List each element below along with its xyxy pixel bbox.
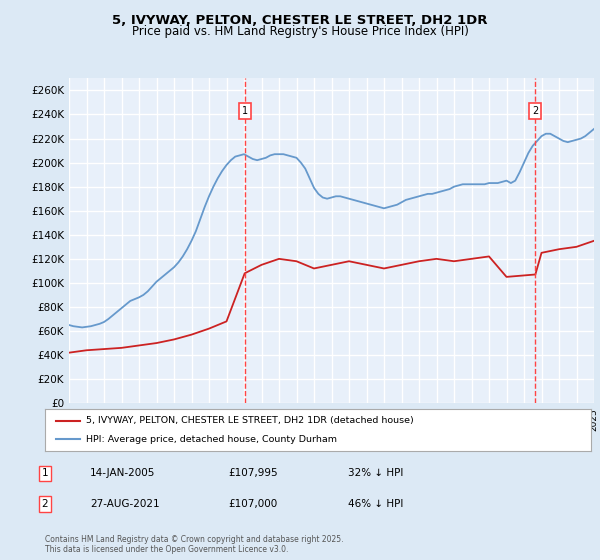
Text: 14-JAN-2005: 14-JAN-2005 [90, 468, 155, 478]
Text: 1: 1 [242, 106, 248, 116]
Text: 32% ↓ HPI: 32% ↓ HPI [348, 468, 403, 478]
Text: 1: 1 [41, 468, 49, 478]
Text: 5, IVYWAY, PELTON, CHESTER LE STREET, DH2 1DR (detached house): 5, IVYWAY, PELTON, CHESTER LE STREET, DH… [86, 416, 414, 425]
Text: 5, IVYWAY, PELTON, CHESTER LE STREET, DH2 1DR: 5, IVYWAY, PELTON, CHESTER LE STREET, DH… [112, 14, 488, 27]
Text: HPI: Average price, detached house, County Durham: HPI: Average price, detached house, Coun… [86, 435, 337, 444]
Text: Price paid vs. HM Land Registry's House Price Index (HPI): Price paid vs. HM Land Registry's House … [131, 25, 469, 38]
Text: 2: 2 [41, 499, 49, 509]
Text: £107,995: £107,995 [228, 468, 278, 478]
Text: 2: 2 [532, 106, 539, 116]
Text: 46% ↓ HPI: 46% ↓ HPI [348, 499, 403, 509]
Text: Contains HM Land Registry data © Crown copyright and database right 2025.
This d: Contains HM Land Registry data © Crown c… [45, 535, 343, 554]
Text: 27-AUG-2021: 27-AUG-2021 [90, 499, 160, 509]
Text: £107,000: £107,000 [228, 499, 277, 509]
